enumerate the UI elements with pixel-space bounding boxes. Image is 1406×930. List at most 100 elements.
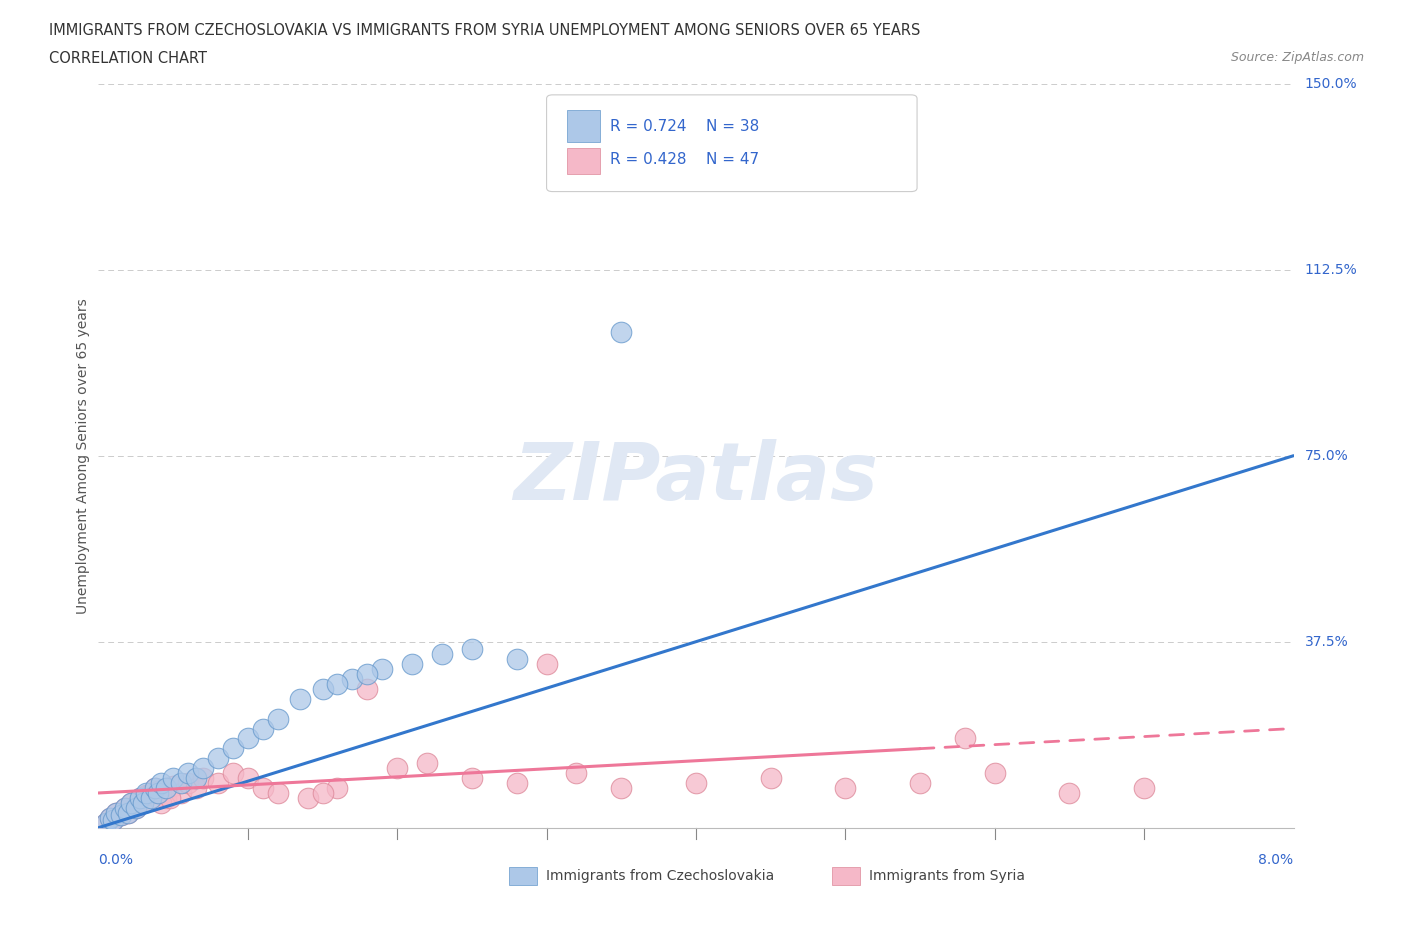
Point xyxy=(267,786,290,801)
Point xyxy=(252,721,274,736)
Point xyxy=(267,711,290,726)
Y-axis label: Unemployment Among Seniors over 65 years: Unemployment Among Seniors over 65 years xyxy=(76,298,90,614)
Point xyxy=(120,795,142,810)
Point xyxy=(169,786,191,801)
Point xyxy=(385,761,409,776)
Point xyxy=(326,676,349,691)
Point xyxy=(143,780,166,795)
Point xyxy=(207,751,229,765)
Point xyxy=(125,801,148,816)
Point xyxy=(135,788,157,803)
Point xyxy=(371,661,394,676)
Bar xyxy=(832,867,860,885)
Text: 112.5%: 112.5% xyxy=(1305,262,1357,277)
Point xyxy=(169,776,191,790)
Point xyxy=(162,771,184,786)
Point xyxy=(143,780,166,795)
Point xyxy=(94,816,117,830)
Bar xyxy=(509,867,537,885)
Point xyxy=(184,771,207,786)
Point xyxy=(129,790,152,805)
Point xyxy=(222,765,245,780)
Point xyxy=(506,776,529,790)
Point xyxy=(162,778,184,793)
Text: 0.0%: 0.0% xyxy=(98,853,134,867)
Point xyxy=(184,780,207,795)
Point xyxy=(461,642,484,657)
Point xyxy=(288,691,311,706)
Text: IMMIGRANTS FROM CZECHOSLOVAKIA VS IMMIGRANTS FROM SYRIA UNEMPLOYMENT AMONG SENIO: IMMIGRANTS FROM CZECHOSLOVAKIA VS IMMIGR… xyxy=(49,23,921,38)
Point xyxy=(685,776,707,790)
Point xyxy=(114,801,136,816)
Point xyxy=(342,671,364,686)
Point xyxy=(132,795,155,810)
Point xyxy=(155,780,177,795)
Point xyxy=(94,816,117,830)
Point xyxy=(1133,780,1156,795)
Point xyxy=(222,741,245,756)
Point xyxy=(135,786,157,801)
Text: 75.0%: 75.0% xyxy=(1305,448,1348,463)
Point xyxy=(236,771,259,786)
Bar xyxy=(567,111,600,141)
Point xyxy=(326,780,349,795)
Point xyxy=(565,765,588,780)
Point xyxy=(132,795,155,810)
Point xyxy=(759,771,782,786)
Point xyxy=(610,780,633,795)
Point xyxy=(98,810,122,825)
Point xyxy=(191,761,214,776)
Point xyxy=(110,808,132,823)
Point xyxy=(207,776,229,790)
Point xyxy=(983,765,1005,780)
Point xyxy=(506,652,529,667)
Point xyxy=(120,795,142,810)
Point xyxy=(252,780,274,795)
Point xyxy=(953,731,976,746)
Point xyxy=(536,657,558,671)
Point xyxy=(159,790,181,805)
Point xyxy=(117,805,139,820)
Text: R = 0.724    N = 38: R = 0.724 N = 38 xyxy=(610,119,759,134)
Text: R = 0.428    N = 47: R = 0.428 N = 47 xyxy=(610,153,759,167)
FancyBboxPatch shape xyxy=(547,95,917,192)
Point xyxy=(356,682,378,697)
Point xyxy=(105,805,128,820)
Point xyxy=(125,801,148,816)
Text: 8.0%: 8.0% xyxy=(1258,853,1294,867)
Point xyxy=(908,776,931,790)
Point xyxy=(150,795,173,810)
Text: Source: ZipAtlas.com: Source: ZipAtlas.com xyxy=(1230,51,1364,64)
Text: 150.0%: 150.0% xyxy=(1305,76,1357,91)
Point xyxy=(311,786,333,801)
Point xyxy=(610,325,633,339)
Point xyxy=(117,805,139,820)
Point xyxy=(834,780,856,795)
Point xyxy=(297,790,319,805)
Point xyxy=(236,731,259,746)
Point xyxy=(110,808,132,823)
Point xyxy=(356,667,378,682)
Text: 37.5%: 37.5% xyxy=(1305,634,1348,649)
Text: CORRELATION CHART: CORRELATION CHART xyxy=(49,51,207,66)
Point xyxy=(129,790,152,805)
Text: Immigrants from Czechoslovakia: Immigrants from Czechoslovakia xyxy=(546,869,773,883)
Bar xyxy=(567,148,600,175)
Point xyxy=(177,765,200,780)
Point xyxy=(401,657,423,671)
Point xyxy=(1059,786,1081,801)
Point xyxy=(416,756,439,771)
Point xyxy=(139,790,162,805)
Point xyxy=(148,783,170,798)
Point xyxy=(114,801,136,816)
Point xyxy=(430,646,453,661)
Point xyxy=(150,776,173,790)
Point xyxy=(103,813,125,828)
Point xyxy=(177,776,200,790)
Point xyxy=(105,805,128,820)
Point xyxy=(155,790,177,805)
Text: Immigrants from Syria: Immigrants from Syria xyxy=(869,869,1025,883)
Point xyxy=(98,810,122,825)
Text: ZIPatlas: ZIPatlas xyxy=(513,439,879,517)
Point xyxy=(311,682,333,697)
